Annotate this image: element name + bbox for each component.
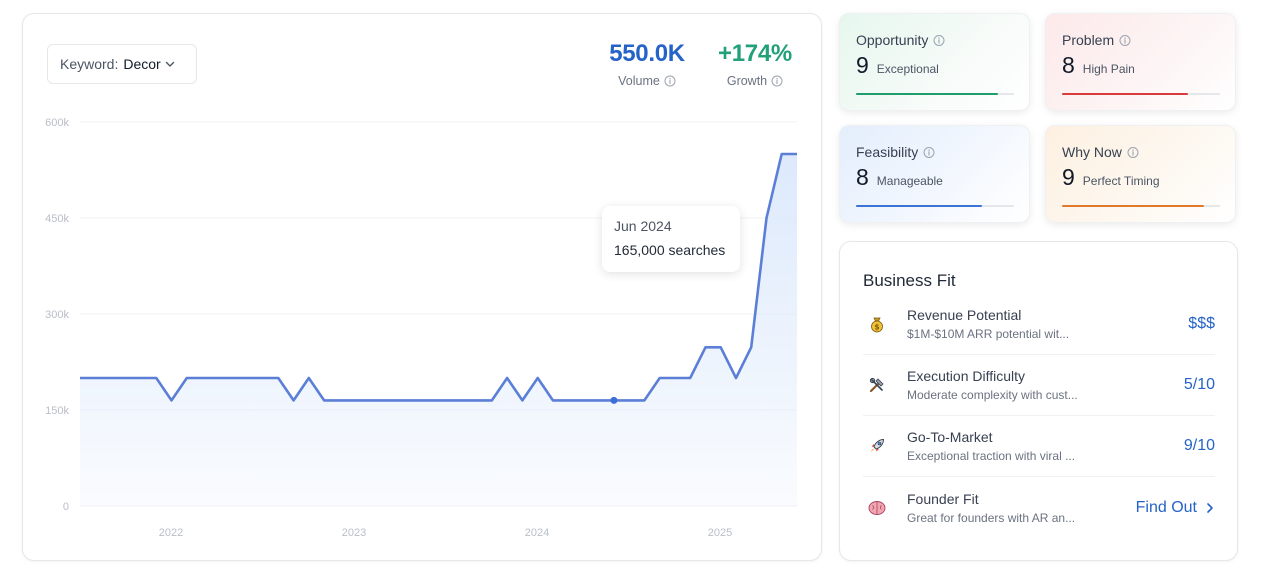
card-title-row: Opportunity xyxy=(856,32,1013,48)
row-text: Revenue Potential $1M-$10M ARR potential… xyxy=(907,307,1188,341)
chevron-right-icon xyxy=(1207,502,1213,513)
keyword-value: Decor xyxy=(123,56,161,72)
score-row: 8 Manageable xyxy=(856,164,1013,191)
info-icon[interactable] xyxy=(664,75,676,87)
score-row: 9 Exceptional xyxy=(856,52,1013,79)
revenue-potential-value: $$$ xyxy=(1188,315,1215,332)
score-bar-fill xyxy=(856,93,999,95)
rocket-icon xyxy=(867,436,887,456)
score-bar-fill xyxy=(1062,93,1189,95)
score-bar-track xyxy=(856,205,1014,207)
trend-chart-card: Keyword: Decor 550.0K Volume +174% Growt… xyxy=(22,13,822,561)
score-bar-track xyxy=(856,93,1014,95)
founder-fit-desc: Great for founders with AR an... xyxy=(907,510,1076,525)
score-bar-track xyxy=(1062,93,1220,95)
feasibility-desc: Manageable xyxy=(876,174,943,188)
feasibility-card[interactable]: Feasibility 8 Manageable xyxy=(839,125,1030,223)
y-tick-label: 150k xyxy=(45,405,69,417)
svg-text:$: $ xyxy=(874,322,879,331)
opportunity-card[interactable]: Opportunity 9 Exceptional xyxy=(839,13,1030,111)
score-row: 9 Perfect Timing xyxy=(1062,164,1219,191)
x-tick-label: 2025 xyxy=(708,527,732,539)
y-tick-label: 0 xyxy=(63,501,69,513)
go-to-market-value: 9/10 xyxy=(1183,437,1215,454)
card-title-row: Why Now xyxy=(1062,144,1219,160)
execution-difficulty-value: 5/10 xyxy=(1183,376,1215,393)
score-bar-track xyxy=(1062,205,1220,207)
execution-difficulty-row[interactable]: Execution Difficulty Moderate complexity… xyxy=(863,355,1215,416)
business-fit-card: Business Fit $ Revenue Potential $1M-$10… xyxy=(839,241,1238,561)
tools-icon xyxy=(867,375,887,395)
volume-value: 550.0K xyxy=(609,40,685,67)
x-tick-label: 2022 xyxy=(159,527,183,539)
find-out-label: Find Out xyxy=(1135,498,1197,516)
tooltip-date: Jun 2024 xyxy=(614,218,672,234)
why-now-score: 9 xyxy=(1062,164,1075,190)
trend-line xyxy=(80,152,797,402)
info-icon[interactable] xyxy=(771,75,783,87)
score-bar-fill xyxy=(1062,205,1205,207)
why-now-title: Why Now xyxy=(1062,144,1122,160)
volume-metric: 550.0K Volume xyxy=(597,40,697,88)
keyword-dropdown[interactable]: Keyword: Decor xyxy=(47,44,197,84)
row-text: Go-To-Market Exceptional traction with v… xyxy=(907,429,1184,463)
x-tick-label: 2023 xyxy=(342,527,366,539)
opportunity-score: 9 xyxy=(856,52,869,78)
y-tick-label: 600k xyxy=(45,117,69,129)
y-tick-label: 450k xyxy=(45,213,69,225)
x-tick-label: 2024 xyxy=(525,527,549,539)
trend-area xyxy=(80,154,797,506)
growth-label: Growth xyxy=(726,74,768,88)
chart-tooltip: Jun 2024 165,000 searches xyxy=(602,206,740,272)
info-icon[interactable] xyxy=(1119,34,1131,46)
info-icon[interactable] xyxy=(923,146,935,158)
execution-difficulty-desc: Moderate complexity with cust... xyxy=(907,388,1078,402)
y-tick-label: 300k xyxy=(45,309,69,321)
founder-fit-name: Founder Fit xyxy=(907,490,979,507)
problem-score: 8 xyxy=(1062,52,1075,78)
opportunity-desc: Exceptional xyxy=(876,62,939,76)
execution-difficulty-name: Execution Difficulty xyxy=(907,368,1026,384)
row-text: Execution Difficulty Moderate complexity… xyxy=(907,368,1184,402)
score-row: 8 High Pain xyxy=(1062,52,1219,79)
row-text: Founder Fit Great for founders with AR a… xyxy=(907,491,1136,525)
problem-desc: High Pain xyxy=(1082,62,1135,76)
find-out-link[interactable]: Find Out xyxy=(1136,499,1215,517)
feasibility-title: Feasibility xyxy=(856,144,919,160)
go-to-market-row[interactable]: Go-To-Market Exceptional traction with v… xyxy=(863,416,1215,477)
revenue-potential-row[interactable]: $ Revenue Potential $1M-$10M ARR potenti… xyxy=(863,294,1215,355)
info-icon[interactable] xyxy=(1127,146,1139,158)
growth-metric: +174% Growth xyxy=(707,40,803,88)
money-bag-icon: $ xyxy=(867,314,887,334)
revenue-potential-desc: $1M-$10M ARR potential wit... xyxy=(907,327,1070,341)
go-to-market-desc: Exceptional traction with viral ... xyxy=(907,449,1076,463)
volume-label: Volume xyxy=(618,74,660,88)
founder-fit-row[interactable]: Founder Fit Great for founders with AR a… xyxy=(863,477,1215,538)
revenue-potential-name: Revenue Potential xyxy=(907,307,1022,323)
why-now-card[interactable]: Why Now 9 Perfect Timing xyxy=(1045,125,1236,223)
problem-title: Problem xyxy=(1062,32,1115,48)
info-icon[interactable] xyxy=(933,34,945,46)
card-title-row: Feasibility xyxy=(856,144,1013,160)
growth-value: +174% xyxy=(718,40,792,67)
business-fit-title: Business Fit xyxy=(863,271,956,290)
highlight-point xyxy=(610,396,618,404)
problem-card[interactable]: Problem 8 High Pain xyxy=(1045,13,1236,111)
volume-label-row: Volume xyxy=(597,74,697,88)
growth-label-row: Growth xyxy=(707,74,803,88)
go-to-market-name: Go-To-Market xyxy=(907,429,993,445)
trend-chart[interactable]: 0 150k 300k 450k 600k 2022 2023 2024 2025 xyxy=(23,14,821,560)
feasibility-score: 8 xyxy=(856,164,869,190)
chevron-down-icon xyxy=(165,61,174,67)
why-now-desc: Perfect Timing xyxy=(1082,174,1160,188)
keyword-label: Keyword: xyxy=(60,56,119,72)
tooltip-value: 165,000 searches xyxy=(614,242,726,258)
score-bar-fill xyxy=(856,205,983,207)
opportunity-title: Opportunity xyxy=(856,32,929,48)
card-title-row: Problem xyxy=(1062,32,1219,48)
brain-icon xyxy=(867,498,887,518)
